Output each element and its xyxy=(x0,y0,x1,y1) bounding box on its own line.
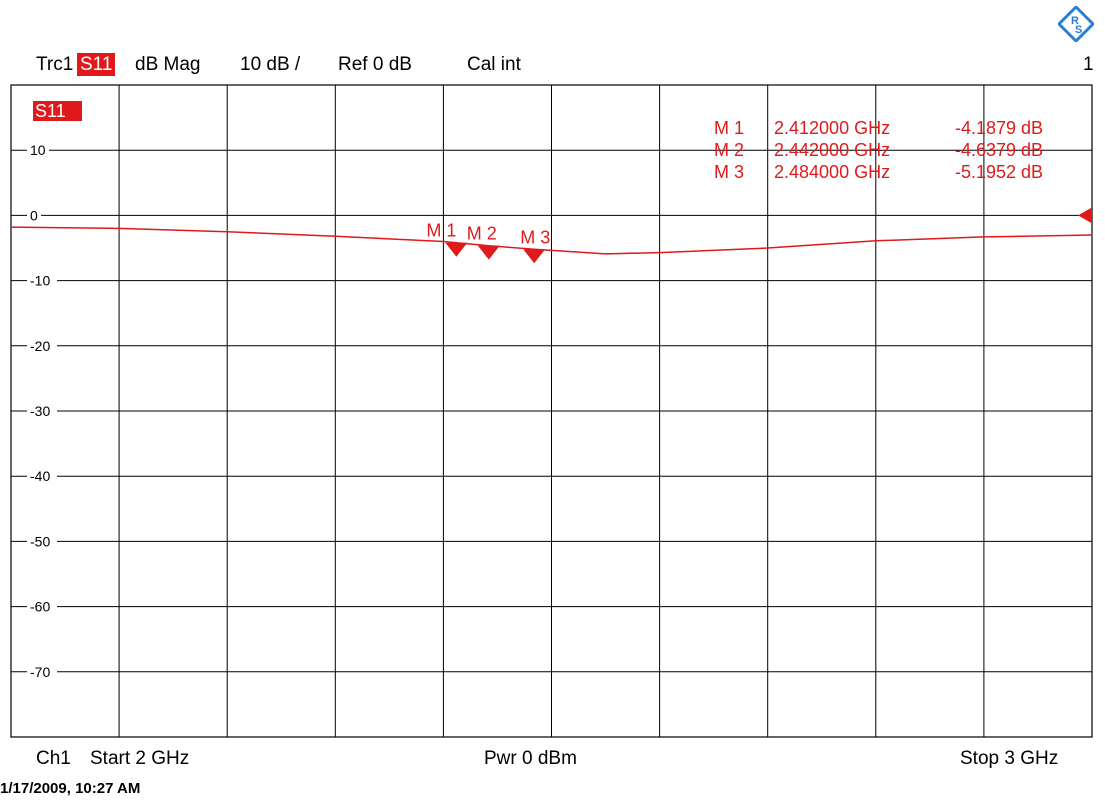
channel-label: Ch1 xyxy=(36,748,71,769)
marker-readout-value: -4.1879 dB xyxy=(955,118,1043,138)
ytick-label: -10 xyxy=(30,273,50,289)
marker-readout-value: -5.1952 dB xyxy=(955,162,1043,182)
timestamp: 1/17/2009, 10:27 AM xyxy=(0,780,141,797)
ytick-bg xyxy=(27,597,57,616)
trace-name: Trc1 xyxy=(36,54,74,75)
ytick-label: 0 xyxy=(30,207,38,223)
ytick-bg xyxy=(27,467,57,486)
ytick-bg xyxy=(27,532,57,551)
rohde-schwarz-logo-icon: R S xyxy=(1058,6,1094,42)
trace-label: S11 xyxy=(35,101,66,121)
cal-label: Cal int xyxy=(467,54,521,75)
channel-number: 1 xyxy=(1083,54,1094,75)
svg-text:S: S xyxy=(1075,24,1082,36)
marker-readout-name: M 3 xyxy=(714,162,744,182)
ytick-label: -60 xyxy=(30,599,50,615)
ytick-label: -50 xyxy=(30,533,50,549)
ytick-bg xyxy=(27,402,57,420)
series-line xyxy=(10,226,1093,255)
ytick-label: 10 xyxy=(30,142,46,158)
marker-readout-value: -4.6379 dB xyxy=(955,140,1043,160)
stop-freq: Stop 3 GHz xyxy=(960,748,1059,769)
param-badge: S11 xyxy=(77,53,116,76)
ytick-label: -30 xyxy=(30,403,50,419)
start-freq: Start 2 GHz xyxy=(90,748,190,769)
marker-readout-freq: 2.442000 GHz xyxy=(774,140,890,160)
marker-label: M 2 xyxy=(467,224,497,244)
ytick-label: -20 xyxy=(30,338,50,354)
ytick-bg xyxy=(27,271,57,290)
ref-label: Ref 0 dB xyxy=(338,54,412,75)
ytick-bg xyxy=(27,206,41,225)
ytick-bg xyxy=(27,141,49,160)
ytick-label: -70 xyxy=(30,664,50,680)
svg-text:R: R xyxy=(1071,15,1079,27)
ref-arrow-icon xyxy=(1078,207,1092,224)
ytick-bg xyxy=(27,662,57,681)
marker-triangle xyxy=(477,245,500,260)
marker-readout-freq: 2.484000 GHz xyxy=(774,162,890,182)
marker-readout-name: M 1 xyxy=(714,118,744,138)
power-label: Pwr 0 dBm xyxy=(484,748,577,769)
marker-triangle xyxy=(445,242,468,257)
marker-label: M 3 xyxy=(520,227,550,247)
format-label: dB Mag xyxy=(135,54,201,75)
marker-label: M 1 xyxy=(426,221,456,241)
marker-readout-name: M 2 xyxy=(714,140,744,160)
scale-label: 10 dB / xyxy=(240,54,301,75)
marker-readout-freq: 2.412000 GHz xyxy=(774,118,890,138)
marker-triangle xyxy=(523,249,546,264)
trace-label-badge xyxy=(33,101,82,121)
ytick-bg xyxy=(27,336,57,355)
ytick-label: -40 xyxy=(30,468,50,484)
